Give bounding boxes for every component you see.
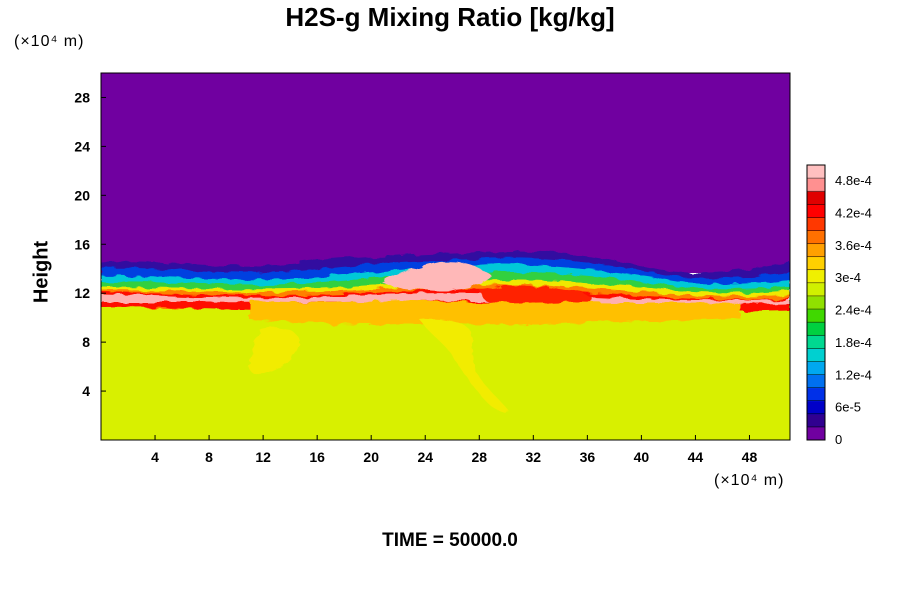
time-label: TIME = 50000.0: [382, 530, 518, 551]
upper-layer: [101, 73, 790, 273]
colorbar-swatch: [807, 413, 825, 428]
y-tick-label: 28: [74, 89, 90, 105]
y-tick-label: 16: [74, 236, 90, 252]
colorbar-swatch: [807, 348, 825, 362]
colorbar-swatch: [807, 361, 825, 376]
colorbar-swatch: [807, 282, 825, 297]
x-tick-label: 20: [363, 449, 379, 465]
yellow-blob-left: [248, 327, 300, 375]
y-tick-label: 4: [82, 383, 90, 399]
colorbar-label: 0: [835, 432, 842, 447]
x-tick-label: 44: [688, 449, 704, 465]
y-tick-label: 20: [74, 187, 90, 203]
yellow-plume: [420, 319, 510, 413]
colorbar-swatch: [807, 178, 825, 192]
colorbar-swatch: [807, 309, 825, 323]
colorbar-label: 2.4e-4: [835, 303, 872, 318]
colorbar-swatch: [807, 295, 825, 310]
colorbar-frame: [806, 164, 826, 441]
colorbar-swatch: [807, 387, 825, 402]
x-tick-label: 24: [417, 449, 433, 465]
y-axis-ticks: 4 8 12 16 20 24 28: [74, 89, 106, 399]
x-tick-label: 16: [309, 449, 325, 465]
colorbar-swatch: [807, 426, 825, 441]
pink-core: [382, 261, 492, 291]
x-tick-label: 40: [634, 449, 650, 465]
colorbar-swatch: [807, 204, 825, 218]
chart-title: H2S-g Mixing Ratio [kg/kg]: [285, 2, 615, 32]
orange-plume: [250, 300, 740, 325]
y-tick-label: 12: [74, 285, 90, 301]
colorbar-swatch: [807, 191, 825, 205]
colorbar-label: 3e-4: [835, 270, 861, 285]
y-tick-label: 24: [74, 138, 90, 154]
colorbar-swatch: [807, 256, 825, 271]
colorbar-swatch: [807, 374, 825, 389]
colorbar-label: 1.8e-4: [835, 335, 872, 350]
x-tick-label: 32: [526, 449, 542, 465]
colorbar-swatch: [807, 230, 825, 245]
colorbar-swatch: [807, 322, 825, 336]
x-tick-label: 4: [151, 449, 159, 465]
x-tick-label: 8: [205, 449, 213, 465]
colorbar-label: 1.2e-4: [835, 367, 872, 382]
colorbar-swatch: [807, 217, 825, 231]
colorbar-label: 3.6e-4: [835, 238, 872, 253]
colorbar-swatch: [807, 243, 825, 258]
x-axis-ticks: 4 8 12 16 20 24 28 32 36 40 44 48: [151, 435, 757, 465]
colorbar-label: 6e-5: [835, 400, 861, 415]
heatmap-field: [101, 73, 790, 440]
colorbar-swatch: [807, 335, 825, 349]
colorbar-swatch: [807, 400, 825, 415]
colorbar-label: 4.2e-4: [835, 206, 872, 221]
x-tick-label: 12: [255, 449, 271, 465]
x-tick-label: 28: [471, 449, 487, 465]
x-tick-label: 48: [742, 449, 758, 465]
colorbar-swatch: [807, 165, 825, 179]
colorbar-label: 4.8e-4: [835, 173, 872, 188]
y-tick-label: 8: [82, 334, 90, 350]
colorbar-swatch: [807, 269, 825, 284]
x-tick-label: 36: [580, 449, 596, 465]
x-axis-unit: (×10⁴ m): [714, 472, 785, 489]
y-axis-unit: (×10⁴ m): [14, 33, 85, 50]
colorbar: 0 6e-5 1.2e-4 1.8e-4 2.4e-4 3e-4 3.6e-4 4.2e-4 4…: [806, 164, 872, 447]
plot-frame: [100, 72, 791, 441]
